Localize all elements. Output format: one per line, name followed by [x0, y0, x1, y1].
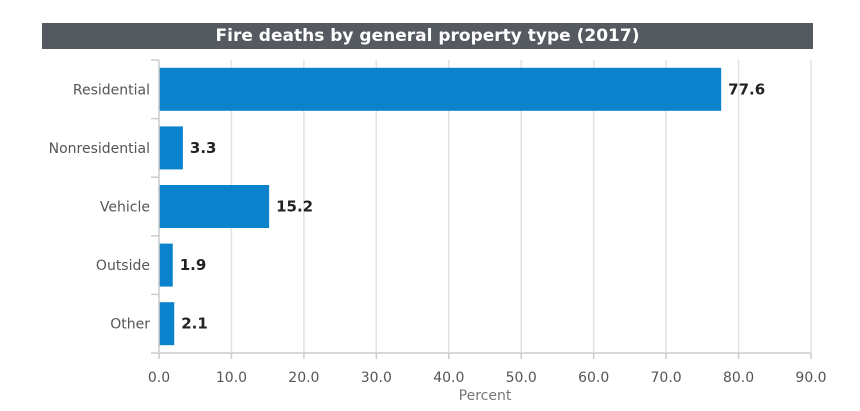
- x-tick-label: 10.0: [216, 370, 247, 386]
- data-label: 15.2: [276, 198, 313, 216]
- data-label: 1.9: [180, 256, 207, 274]
- category-label: Other: [110, 317, 150, 333]
- labels: 0.0 10.0 20.0 30.0 40.0 50.0 60.0 70.0 80.0 90.0 R…: [49, 80, 827, 386]
- chart-title: Fire deaths by general property type (20…: [42, 23, 813, 49]
- data-label: 3.3: [190, 139, 217, 157]
- category-label: Outside: [96, 258, 150, 274]
- data-label: 77.6: [728, 80, 765, 98]
- data-label: 2.1: [181, 315, 208, 333]
- bar-outside: [159, 243, 173, 287]
- bar-other: [159, 302, 175, 346]
- x-tick-label: 50.0: [506, 370, 537, 386]
- x-tick-label: 60.0: [578, 370, 609, 386]
- category-label: Vehicle: [100, 200, 150, 216]
- bar-nonresidential: [159, 126, 183, 170]
- x-tick-label: 90.0: [795, 370, 826, 386]
- x-tick-label: 80.0: [723, 370, 754, 386]
- bars: [159, 67, 722, 346]
- bar-vehicle: [159, 185, 270, 228]
- x-tick-label: 70.0: [651, 370, 682, 386]
- x-tick-label: 30.0: [361, 370, 392, 386]
- axes: [158, 60, 811, 354]
- x-tick-label: 0.0: [148, 370, 170, 386]
- category-label: Residential: [73, 82, 150, 98]
- bar-residential: [159, 67, 722, 111]
- x-tick-label: 40.0: [433, 370, 464, 386]
- category-label: Nonresidential: [49, 141, 150, 157]
- x-tick-label: 20.0: [288, 370, 319, 386]
- x-axis-title: Percent: [459, 388, 512, 404]
